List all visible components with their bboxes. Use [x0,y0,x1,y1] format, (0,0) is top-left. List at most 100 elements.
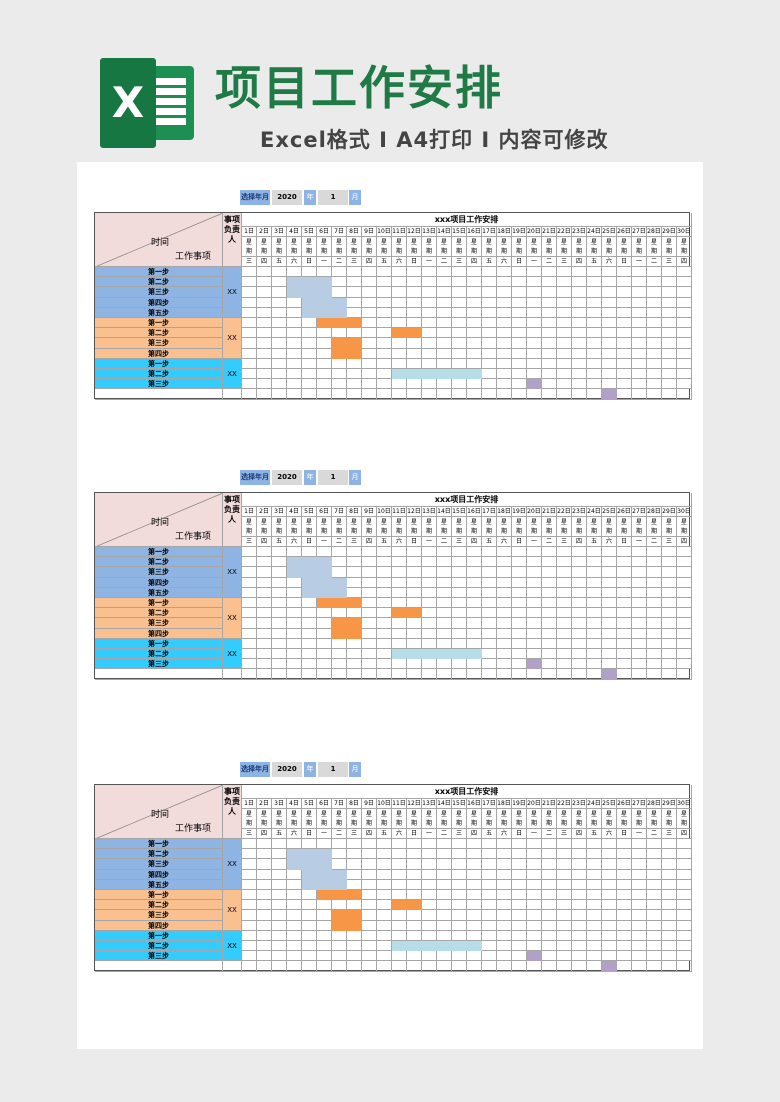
schedule-cell [287,307,302,318]
schedule-cell [377,358,392,369]
schedule-cell [587,941,602,952]
schedule-cell [542,557,557,568]
day-header: 26日 [617,507,632,517]
schedule-cell [677,379,692,390]
schedule-cell [677,879,692,890]
schedule-cell [407,598,422,609]
schedule-cell [407,297,422,308]
schedule-cell [317,389,332,400]
weekday-cell: 六 [497,829,512,839]
step-label: 第三步 [95,287,223,298]
schedule-cell [677,849,692,860]
schedule-cell [452,577,467,588]
weekday-cell: 日 [617,537,632,547]
schedule-cell [527,307,542,318]
schedule-cell [407,890,422,901]
schedule-cell [587,879,602,890]
day-header: 13日 [422,227,437,237]
step-label: 第三步 [95,951,223,962]
schedule-cell [512,379,527,390]
schedule-cell [602,628,617,639]
schedule-cell [242,638,257,649]
schedule-cell [647,941,662,952]
month-value[interactable]: 1 [318,190,348,205]
schedule-cell [617,659,632,670]
schedule-cell [287,297,302,308]
day-header: 25日 [602,507,617,517]
weekday-cell: 六 [287,257,302,267]
day-header: 12日 [407,227,422,237]
schedule-cell [467,328,482,339]
schedule-cell [527,920,542,931]
schedule-cell [482,900,497,911]
month-value[interactable]: 1 [318,762,348,777]
month-value[interactable]: 1 [318,470,348,485]
schedule-cell [617,567,632,578]
schedule-cell [272,628,287,639]
schedule-cell [377,638,392,649]
schedule-cell [662,859,677,870]
schedule-cell [407,567,422,578]
schedule-cell [242,649,257,660]
schedule-cell [422,961,437,972]
schedule-cell [647,577,662,588]
schedule-cell [242,608,257,619]
schedule-cell [497,951,512,962]
schedule-cell [497,638,512,649]
schedule-cell [632,869,647,880]
schedule-cell [377,930,392,941]
schedule-cell [632,267,647,278]
schedule-cell [557,328,572,339]
schedule-cell [437,287,452,298]
schedule-cell [272,890,287,901]
schedule-cell [287,900,302,911]
week-label: 星期 [512,517,527,537]
excel-icon: X [100,58,196,148]
schedule-cell [407,348,422,359]
week-label: 星期 [617,517,632,537]
day-header: 16日 [467,507,482,517]
schedule-cell [467,598,482,609]
week-label: 星期 [287,237,302,257]
schedule-cell [332,379,347,390]
weekday-cell: 三 [242,537,257,547]
week-label: 星期 [452,517,467,537]
schedule-cell [527,618,542,629]
schedule-cell [482,598,497,609]
schedule-cell [242,941,257,952]
schedule-cell [602,369,617,380]
schedule-cell [662,659,677,670]
schedule-cell [377,318,392,329]
schedule-cell [542,338,557,349]
week-label: 星期 [272,517,287,537]
day-header: 18日 [497,799,512,809]
schedule-cell [647,659,662,670]
year-value[interactable]: 2020 [272,470,302,485]
schedule-cell [662,267,677,278]
owner-cell: XX [223,358,242,390]
schedule-cell [572,328,587,339]
schedule-cell [452,547,467,558]
weekday-cell: 五 [377,537,392,547]
month-unit: 月 [349,470,361,485]
schedule-cell [437,267,452,278]
schedule-cell [347,567,362,578]
schedule-cell [512,287,527,298]
schedule-cell [362,577,377,588]
task-bar [302,869,347,890]
schedule-cell [302,618,317,629]
schedule-cell [572,318,587,329]
year-value[interactable]: 2020 [272,762,302,777]
schedule-cell [512,849,527,860]
schedule-cell [287,369,302,380]
year-value[interactable]: 2020 [272,190,302,205]
schedule-cell [287,577,302,588]
schedule-cell [662,930,677,941]
schedule-cell [362,910,377,921]
schedule-cell [287,358,302,369]
schedule-cell [617,638,632,649]
schedule-cell [422,277,437,288]
schedule-cell [677,358,692,369]
week-label: 星期 [287,517,302,537]
schedule-cell [422,849,437,860]
